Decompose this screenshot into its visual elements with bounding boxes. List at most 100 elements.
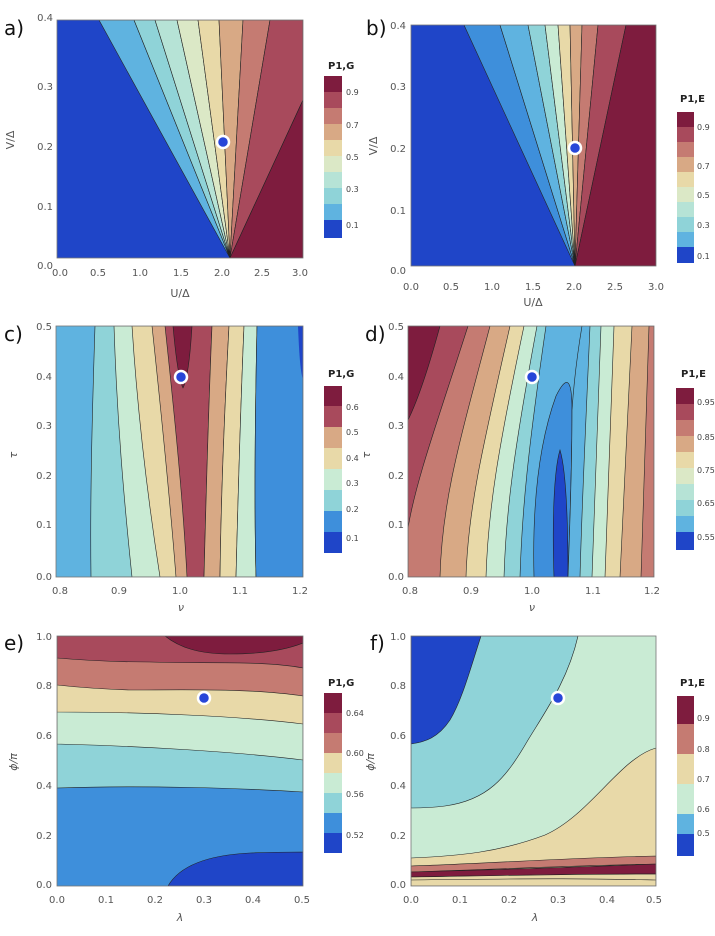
legend-title: P1,G (328, 61, 354, 72)
legend-swatch (677, 157, 694, 172)
contour-region-4 (411, 855, 656, 873)
contour-region-0 (57, 20, 230, 258)
legend-swatch (677, 202, 694, 217)
panel-e-legend: P1,G 0.64 0.60 0.56 0.52 (324, 678, 364, 853)
legend-swatch (324, 406, 342, 427)
panel-d-legend: P1,E 0.95 0.85 0.75 0.65 0.55 (676, 369, 715, 550)
x-tick-label: 3.0 (648, 282, 664, 293)
y-axis-label: ϕ/π (364, 753, 377, 771)
legend-swatch (324, 793, 342, 813)
legend-swatch (676, 436, 694, 452)
panel-e-contours (57, 636, 303, 886)
y-tick-label: 0.5 (36, 322, 52, 333)
y-tick-label: 0.2 (37, 142, 53, 153)
y-tick-label: 1.0 (390, 632, 406, 643)
legend-label: 0.3 (697, 221, 710, 230)
contour-region-3 (411, 747, 656, 886)
x-tick-label: 2.0 (566, 282, 582, 293)
y-axis-label: τ (360, 451, 373, 458)
y-tick-label: 0.4 (36, 372, 52, 383)
x-tick-label: 3.0 (292, 268, 308, 279)
panel-f-legend: P1,E 0.9 0.8 0.7 0.6 0.5 (677, 678, 710, 856)
panel-f: f) 0.0 0.1 0.2 0.3 0.4 0.5 0.0 0.2 0.4 0… (364, 631, 710, 924)
panel-e: e) 0.0 0.1 0.2 0.3 0.4 0.5 0.0 0.2 0.4 0… (4, 631, 364, 924)
y-tick-label: 0.0 (36, 880, 52, 891)
legend-label: 0.3 (346, 185, 359, 194)
legend-swatch (324, 833, 342, 853)
legend-label: 0.7 (346, 121, 359, 130)
x-tick-label: 1.1 (585, 586, 601, 597)
panel-f-contours (411, 636, 656, 886)
legend-label: 0.5 (697, 829, 710, 838)
legend-swatch (324, 92, 342, 108)
x-tick-label: 1.2 (644, 586, 660, 597)
legend-swatch (324, 532, 342, 553)
contour-region-9 (254, 326, 303, 577)
legend-swatch (677, 696, 694, 724)
panel-c-contours (56, 326, 303, 577)
legend-label: 0.9 (697, 714, 710, 723)
legend-swatch (677, 814, 694, 834)
x-tick-label: 1.0 (172, 586, 188, 597)
panel-b-label: b) (366, 16, 387, 40)
y-tick-label: 0.8 (390, 681, 406, 692)
x-tick-label: 0.1 (452, 895, 468, 906)
legend-swatch (324, 427, 342, 448)
panel-a: a) 0.0 0.5 1.0 1.5 2.0 2.5 3.0 0.0 0.1 0… (4, 13, 359, 300)
x-tick-label: 0.1 (98, 895, 114, 906)
legend-swatch (677, 834, 694, 856)
legend-swatch (676, 388, 694, 404)
x-axis-label: U/Δ (523, 296, 543, 309)
panel-c-legend: P1,G 0.6 0.5 0.4 0.3 0.2 0.1 (324, 369, 359, 553)
panel-a-frame (56, 19, 304, 259)
y-tick-label: 0.3 (37, 82, 53, 93)
contour-region-11 (298, 326, 303, 380)
legend-swatch (324, 76, 342, 92)
y-axis-label: ϕ/π (7, 753, 20, 771)
legend-swatch (324, 733, 342, 753)
contour-region-9 (229, 99, 303, 258)
legend-swatch (324, 108, 342, 124)
y-tick-label: 1.0 (36, 632, 52, 643)
panel-e-frame (56, 635, 304, 887)
x-tick-label: 0.3 (196, 895, 212, 906)
legend-label: 0.9 (697, 123, 710, 132)
y-tick-label: 0.1 (36, 520, 52, 531)
legend-swatch (677, 112, 694, 127)
panel-e-label: e) (4, 631, 24, 655)
x-tick-label: 2.5 (607, 282, 623, 293)
y-tick-label: 0.1 (390, 206, 406, 217)
x-tick-label: 1.2 (292, 586, 308, 597)
y-tick-label: 0.3 (36, 421, 52, 432)
contour-region-2 (411, 636, 482, 745)
panel-c-frame (55, 325, 304, 578)
legend-title: P1,E (681, 369, 706, 380)
y-tick-label: 0.4 (390, 21, 406, 32)
legend-swatch (677, 127, 694, 142)
y-tick-label: 0.2 (390, 831, 406, 842)
x-tick-label: 1.5 (525, 282, 541, 293)
x-tick-label: 0.5 (90, 268, 106, 279)
y-tick-label: 0.4 (388, 372, 404, 383)
legend-swatch (677, 754, 694, 784)
y-tick-label: 0.2 (36, 471, 52, 482)
legend-label: 0.6 (697, 805, 710, 814)
y-tick-label: 0.4 (36, 781, 52, 792)
marker-point (567, 140, 583, 156)
y-tick-label: 0.5 (388, 322, 404, 333)
legend-label: 0.52 (346, 831, 364, 840)
contour-region-6 (411, 873, 656, 881)
legend-swatch (324, 156, 342, 172)
legend-label: 0.55 (697, 533, 715, 542)
legend-label: 0.75 (697, 466, 715, 475)
legend-label: 0.9 (346, 88, 359, 97)
x-tick-label: 0.5 (443, 282, 459, 293)
panel-f-label: f) (370, 631, 385, 655)
y-tick-label: 0.0 (36, 572, 52, 583)
x-tick-label: 1.0 (484, 282, 500, 293)
panel-b: b) 0.0 0.5 1.0 1.5 2.0 2.5 3.0 0.0 0.1 0… (366, 16, 710, 309)
legend-swatch (676, 532, 694, 550)
legend-swatch (324, 773, 342, 793)
legend-swatch (677, 247, 694, 263)
